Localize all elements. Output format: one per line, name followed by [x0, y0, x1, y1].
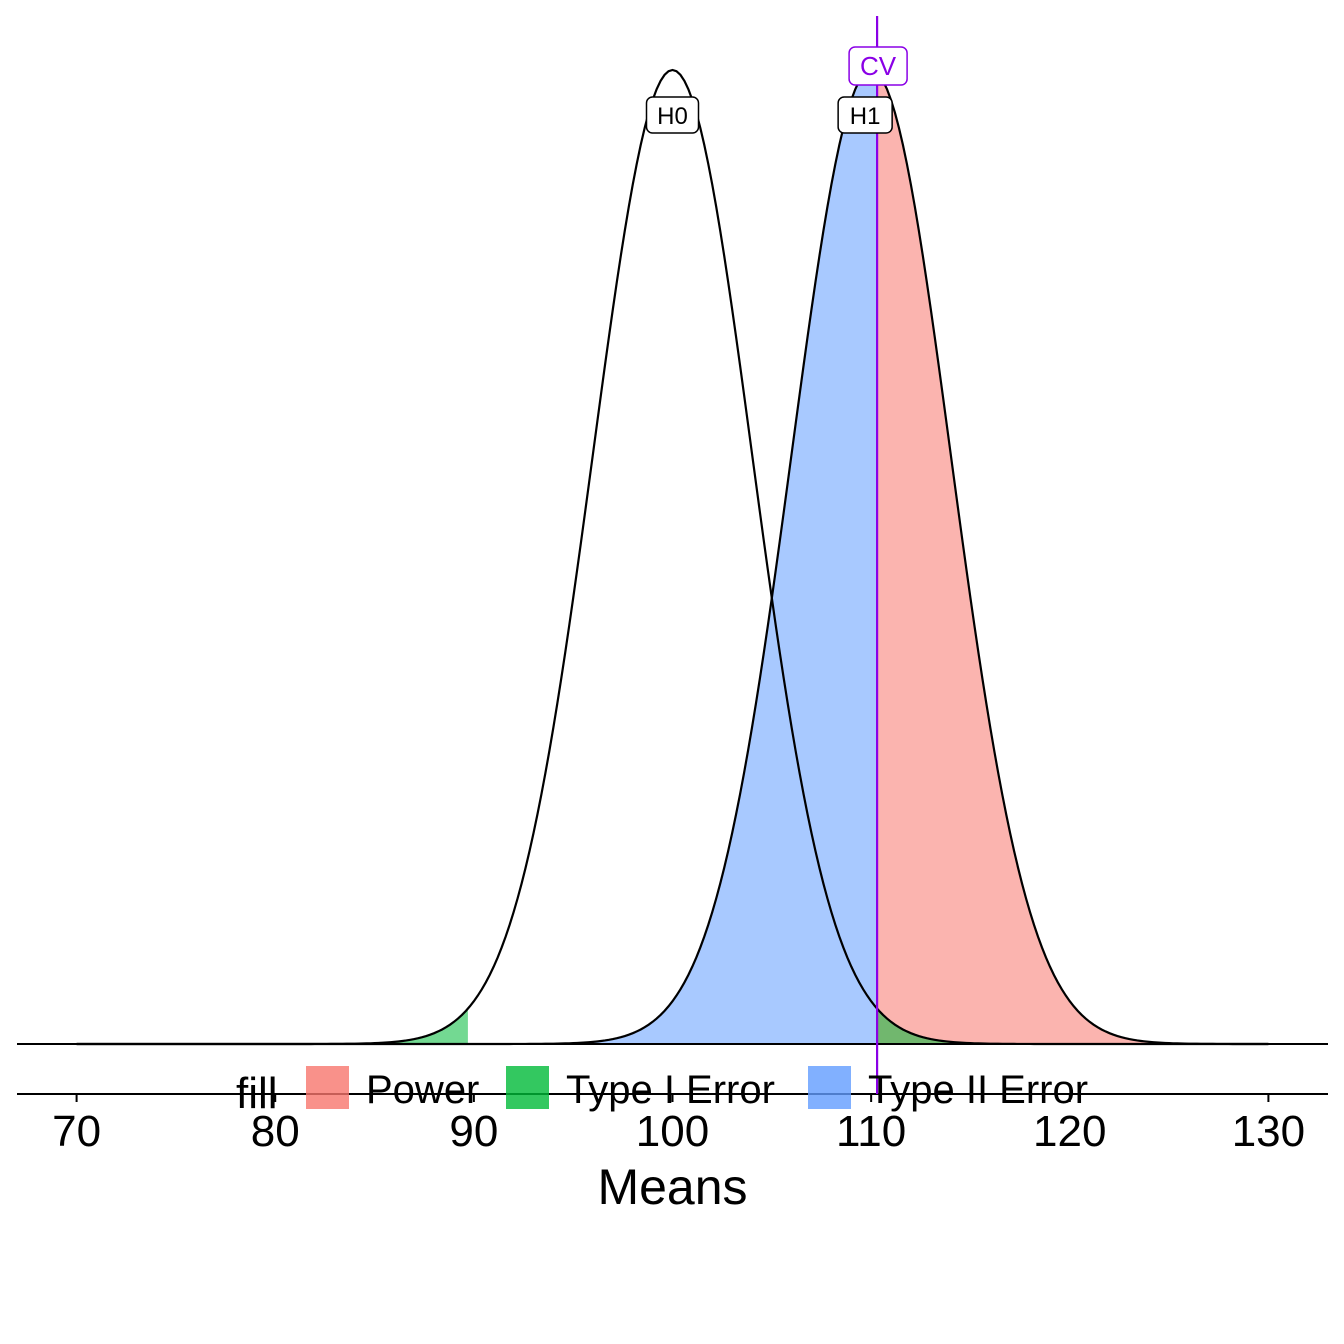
x-tick-label-100: 100	[636, 1107, 709, 1156]
label-cv-box	[848, 46, 908, 86]
x-axis-title: Means	[597, 1159, 747, 1215]
region-type-i-error-3	[877, 1008, 1269, 1044]
curve-h1	[76, 68, 1269, 1046]
x-tick-label-110: 110	[836, 1107, 906, 1156]
x-tick-label-90: 90	[449, 1107, 498, 1156]
region-type-ii-error-1	[76, 70, 878, 1044]
curve-h0	[76, 68, 1269, 1046]
region-type-i-error-2	[76, 1008, 468, 1044]
x-axis-ticks: 70 80 90 100 110 120 130	[52, 1094, 1305, 1156]
region-power-0	[877, 72, 1269, 1045]
legend-title: fill	[236, 1069, 278, 1118]
x-tick-label-70: 70	[52, 1107, 101, 1156]
legend-label-power: Power	[366, 1068, 479, 1112]
label-h1: H1	[837, 96, 893, 134]
label-h0: H0	[645, 96, 700, 134]
label-h0-box	[645, 96, 700, 134]
density-curves	[76, 68, 1269, 1046]
label-h1-text: H1	[850, 103, 881, 130]
label-cv-text: CV	[860, 51, 897, 81]
curve-labels: H0 H1 CV	[645, 46, 908, 134]
legend: fill Power Type I Error Type II Error	[236, 1066, 1088, 1118]
legend-swatch-type-ii-error	[808, 1066, 851, 1109]
x-tick-label-80: 80	[251, 1107, 300, 1156]
legend-swatch-type-i-error	[506, 1066, 549, 1109]
legend-swatch-power	[306, 1066, 349, 1109]
legend-label-type-i-error: Type I Error	[566, 1068, 775, 1112]
x-tick-label-120: 120	[1033, 1107, 1106, 1156]
x-tick-label-130: 130	[1232, 1107, 1305, 1156]
fill-regions	[76, 70, 1269, 1045]
label-cv: CV	[848, 46, 908, 86]
legend-label-type-ii-error: Type II Error	[868, 1068, 1088, 1112]
label-h0-text: H0	[657, 103, 688, 130]
label-h1-box	[837, 96, 893, 134]
